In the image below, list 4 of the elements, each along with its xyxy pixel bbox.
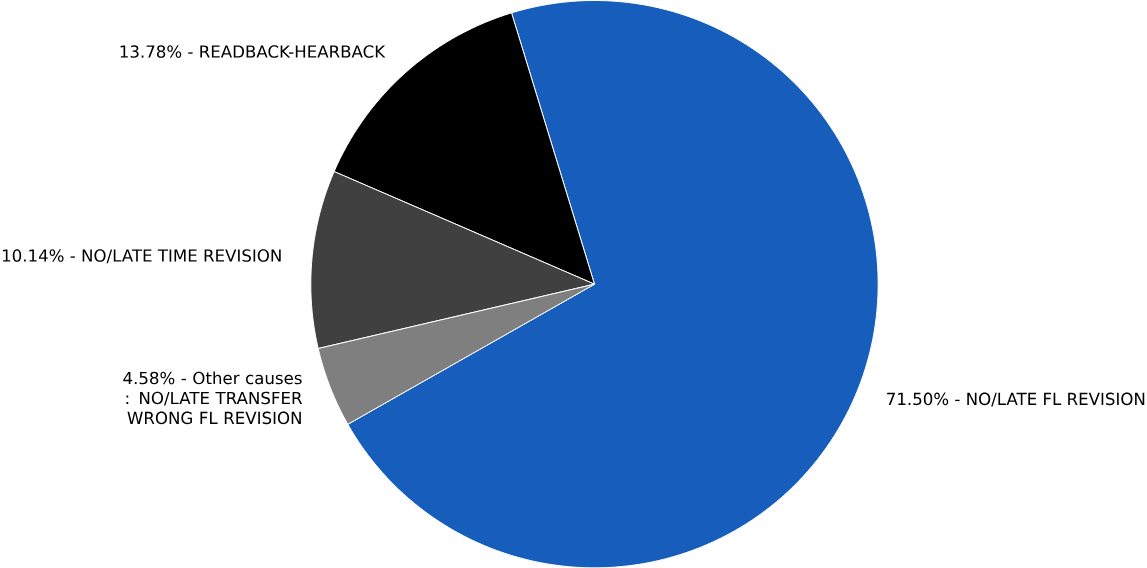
slice-label: 13.78% - READBACK-HEARBACK <box>120 45 386 58</box>
slice-label: 71.50% - NO/LATE FL REVISION <box>887 392 1145 407</box>
slice-label: 4.58% - Other causes : NO/LATE TRANSFER WRONG FL REVISION <box>123 371 303 425</box>
slice-label: 10.14% - NO/LATE TIME REVISION <box>2 249 281 263</box>
